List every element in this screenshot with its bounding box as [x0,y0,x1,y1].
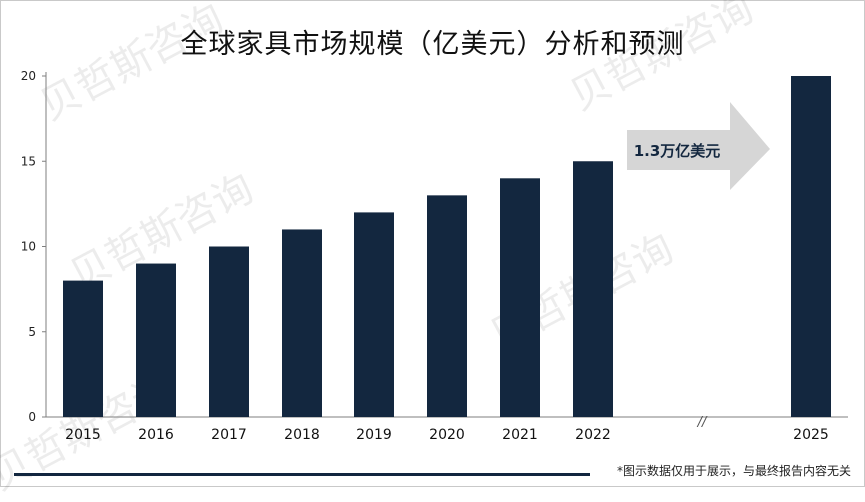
bar [63,280,103,417]
y-tick-label: 20 [21,69,36,83]
x-tick-label: 2016 [138,427,174,443]
chart-title: 全球家具市场规模（亿美元）分析和预测 [180,29,685,60]
x-tick-label: 2018 [284,427,320,443]
bar-chart: 0 5 10 15 20 2015 2016 2017 2018 2019 2020 2021 2022… [21,69,848,443]
y-tick-label: 5 [28,325,36,339]
footnote: *图示数据仅用于展示，与最终报告内容无关 [616,464,851,478]
bar [791,76,831,417]
x-tick-label: 2020 [429,427,465,443]
bar [573,161,613,417]
annotation-label: 1.3万亿美元 [634,142,721,160]
y-tick-label: 10 [21,240,36,254]
bar [209,246,249,417]
x-tick-label: 2022 [575,427,611,443]
annotation-arrow [627,102,770,190]
x-tick-label: 2025 [793,427,829,443]
axis-break: // [697,415,708,430]
x-tick-label: 2017 [211,427,247,443]
y-tick-label: 15 [21,154,36,168]
bar [500,178,540,417]
footer-line [14,473,590,476]
x-tick-label: 2021 [502,427,538,443]
bar [427,195,467,417]
x-tick-label: 2015 [65,427,101,443]
bar [354,212,394,417]
bar [136,263,176,417]
x-tick-label: 2019 [356,427,392,443]
y-tick-label: 0 [28,410,36,424]
bar [282,229,322,417]
